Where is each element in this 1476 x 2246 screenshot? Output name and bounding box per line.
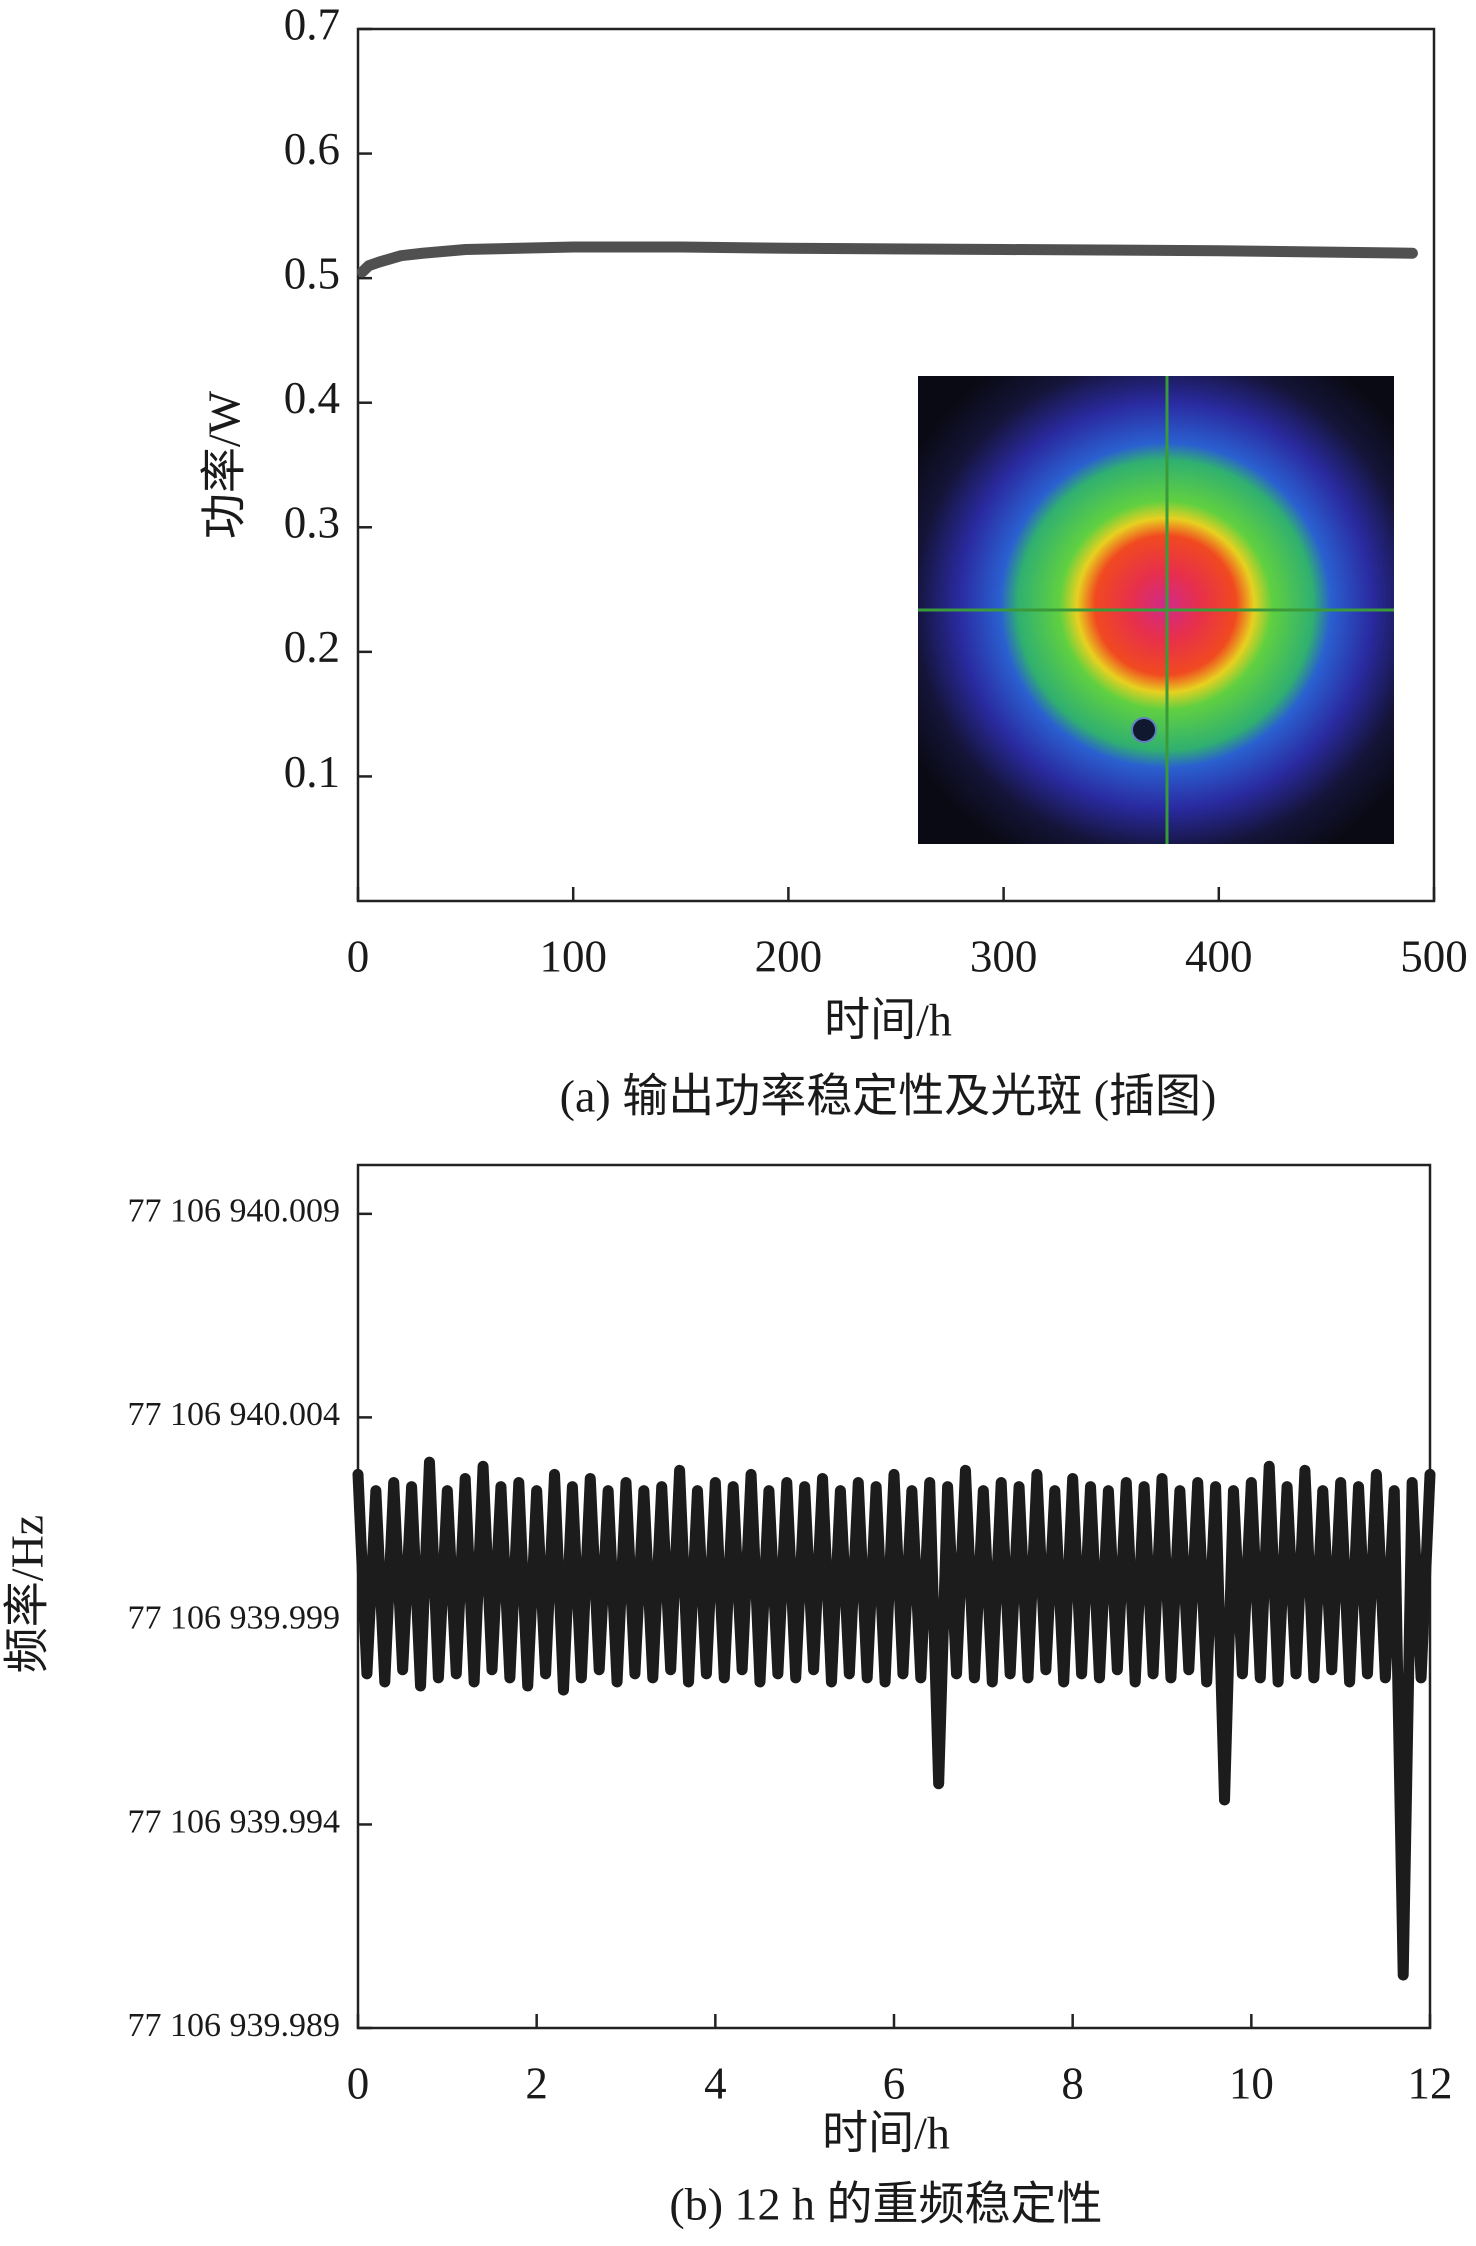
data-line xyxy=(356,241,1418,278)
y-tick-label: 0.1 xyxy=(284,747,340,797)
plot-frame xyxy=(356,27,1436,903)
x-tick-label: 10 xyxy=(1229,2058,1274,2108)
y-axis-label: 功率/W xyxy=(199,390,250,539)
x-tick-label: 6 xyxy=(883,2058,906,2108)
x-tick-label: 12 xyxy=(1408,2058,1453,2108)
y-tick-label: 0.5 xyxy=(284,248,340,298)
caption: (a) 输出功率稳定性及光斑 (插图) xyxy=(560,1071,1217,1122)
x-tick-label: 8 xyxy=(1061,2058,1084,2108)
x-tick-label: 300 xyxy=(970,931,1038,981)
data-line xyxy=(352,1456,1436,1981)
beam-inset xyxy=(918,376,1394,844)
x-tick-label: 200 xyxy=(755,931,823,981)
y-tick-label: 77 106 940.009 xyxy=(128,1193,341,1230)
y-tick-label: 77 106 939.999 xyxy=(128,1600,341,1637)
x-tick-label: 100 xyxy=(539,931,607,981)
y-tick-label: 0.2 xyxy=(284,622,340,672)
x-tick-label: 4 xyxy=(704,2058,727,2108)
y-tick-label: 0.6 xyxy=(284,124,340,174)
y-tick-label: 77 106 939.994 xyxy=(128,1803,341,1840)
x-axis-label: 时间/h xyxy=(822,2108,950,2159)
caption: (b) 12 h 的重频稳定性 xyxy=(669,2179,1102,2230)
y-tick-label: 0.7 xyxy=(284,0,340,49)
x-tick-label: 0 xyxy=(347,2058,370,2108)
y-tick-label: 77 106 940.004 xyxy=(128,1396,341,1433)
x-tick-label: 0 xyxy=(347,931,370,981)
x-axis-label: 时间/h xyxy=(824,995,952,1046)
x-tick-label: 2 xyxy=(525,2058,548,2108)
y-tick-label: 0.4 xyxy=(284,373,340,423)
y-tick-label: 77 106 939.989 xyxy=(128,2007,341,2044)
y-axis-label: 频率/Hz xyxy=(2,1515,53,1673)
y-tick-label: 0.3 xyxy=(284,498,340,548)
x-tick-label: 500 xyxy=(1400,931,1468,981)
x-tick-label: 400 xyxy=(1185,931,1253,981)
spot xyxy=(1131,717,1157,743)
